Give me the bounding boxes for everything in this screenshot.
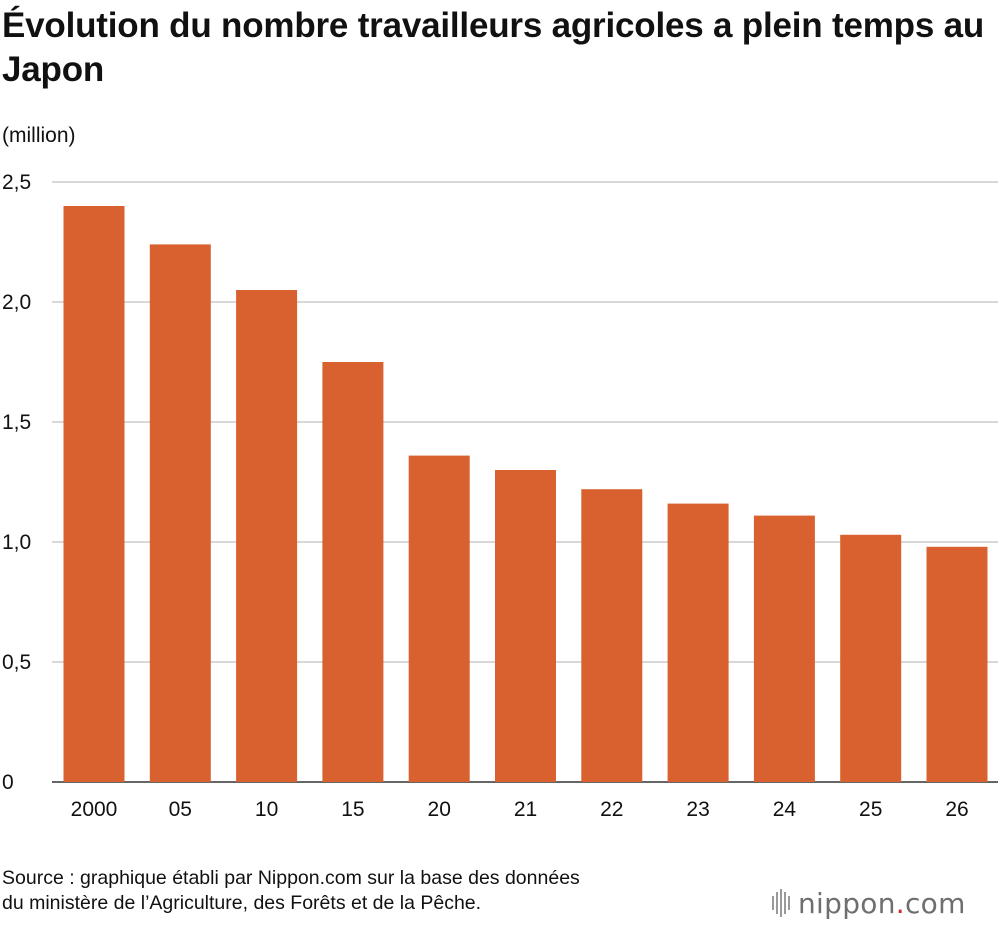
- bar: [408, 455, 470, 782]
- y-tick-label: 2,0: [2, 291, 31, 314]
- x-tick-label: 05: [169, 798, 192, 821]
- bar: [149, 244, 211, 782]
- x-tick-label: 23: [686, 798, 709, 821]
- bar: [753, 515, 815, 782]
- bar: [667, 503, 729, 782]
- nippon-logo: nippon.com: [772, 883, 966, 923]
- y-axis-unit-label: (million): [2, 124, 76, 147]
- source-line-1: Source : graphique établi par Nippon.com…: [2, 867, 580, 889]
- x-tick-label: 2000: [71, 798, 118, 821]
- x-tick-label: 15: [341, 798, 364, 821]
- chart-title: Évolution du nombre travailleurs agricol…: [2, 6, 985, 89]
- x-tick-label: 26: [945, 798, 968, 821]
- x-axis-ticks: 2000 05 10 15 20 21 22 23 24 25 26: [71, 798, 969, 821]
- logo-mark-icon: [772, 889, 790, 917]
- bar-chart: 00,51,01,52,02,5 2000 05 10 15 20 21 22 23 24 25 2…: [2, 171, 998, 821]
- bar: [63, 206, 125, 782]
- x-tick-label: 25: [859, 798, 882, 821]
- bar: [495, 470, 556, 782]
- x-tick-label: 22: [600, 798, 623, 821]
- logo-wordmark: nippon.com: [798, 886, 966, 920]
- x-tick-label: 10: [255, 798, 278, 821]
- y-axis-ticks: 0 0,5 1,0 1,5 2,0 2,5: [2, 171, 31, 794]
- x-tick-label: 20: [428, 798, 451, 821]
- y-tick-label: 0: [2, 771, 14, 794]
- bar: [840, 534, 902, 782]
- y-tick-label: 0,5: [2, 651, 31, 674]
- y-tick-label: 2,5: [2, 171, 31, 194]
- bar: [322, 362, 384, 782]
- bar: [581, 489, 643, 782]
- y-tick-label: 1,0: [2, 531, 31, 554]
- source-line-2: du ministère de l’Agriculture, des Forêt…: [2, 892, 482, 914]
- source-note: Source : graphique établi par Nippon.com…: [2, 866, 580, 916]
- bars: [63, 206, 988, 782]
- x-tick-label: 24: [773, 798, 797, 821]
- y-tick-label: 1,5: [2, 411, 31, 434]
- x-tick-label: 21: [514, 798, 537, 821]
- bar: [926, 546, 988, 782]
- bar: [236, 290, 298, 782]
